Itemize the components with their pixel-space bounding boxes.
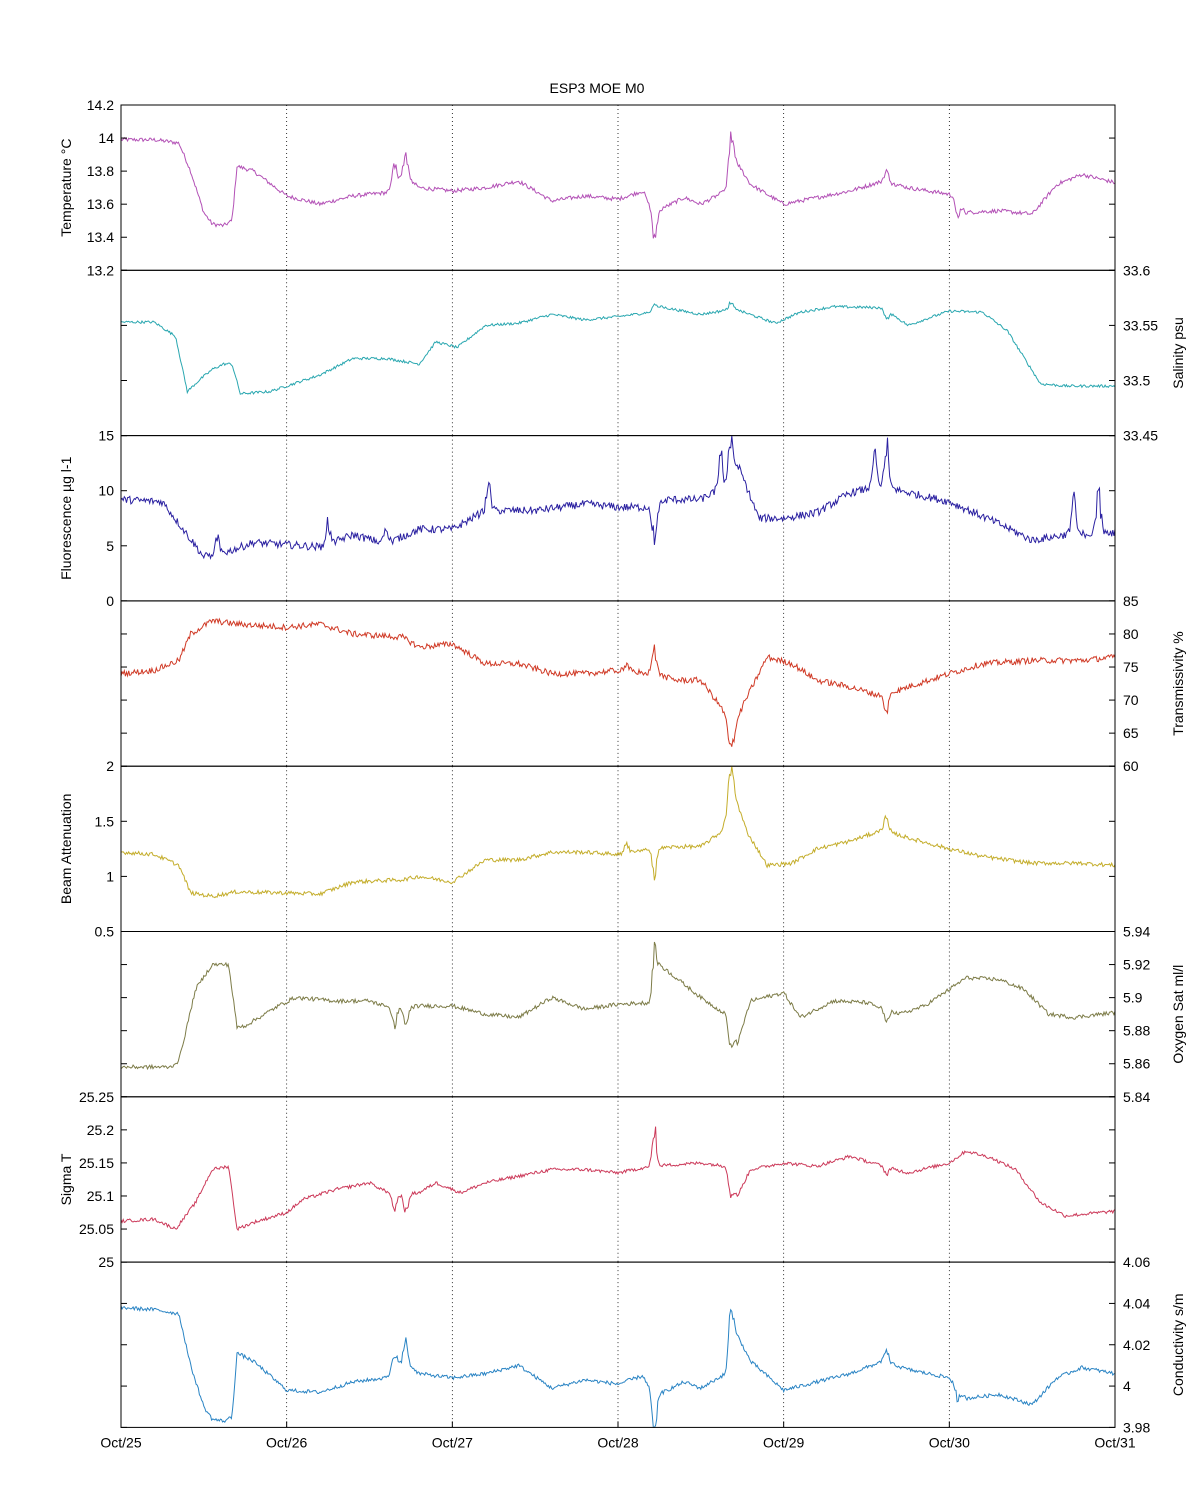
- panel-conductivity: 3.98 4 4.02 4.04 4.06 Conductivity s/m: [120, 1254, 1186, 1435]
- y-tick-label: 13.6: [87, 196, 114, 212]
- y-tick-label: 15: [98, 428, 114, 444]
- series-line-oxygen-sat: [120, 941, 1116, 1071]
- y-axis-title: Fluorescence µg l-1: [58, 456, 74, 579]
- series-line-sigma-t: [120, 1126, 1116, 1232]
- y-tick-label: 4.06: [1123, 1254, 1150, 1270]
- x-axis: Oct/25 Oct/26 Oct/27 Oct/28 Oct/29 Oct/30 Oct/…: [100, 1421, 1136, 1450]
- y-tick-label: 25.25: [79, 1089, 114, 1105]
- series-line-transmissivity: [120, 617, 1116, 747]
- y-tick-label: 75: [1123, 659, 1139, 675]
- y-tick-label: 5.9: [1123, 990, 1143, 1006]
- y-tick-label: 25: [98, 1254, 114, 1270]
- y-tick-label: 1.5: [95, 813, 115, 829]
- y-tick-label: 33.6: [1123, 262, 1150, 278]
- panel-transmissivity: 60 65 70 75 80 85 Transmissivity %: [120, 593, 1186, 774]
- y-tick-label: 25.2: [87, 1122, 114, 1138]
- x-tick-label: Oct/28: [597, 1434, 638, 1450]
- y-tick-label: 80: [1123, 626, 1139, 642]
- panel-oxygen-sat: 5.84 5.86 5.88 5.9 5.92 5.94 Oxygen Sat ml/l: [120, 924, 1186, 1105]
- x-tick-label: Oct/25: [100, 1434, 141, 1450]
- y-tick-label: 25.1: [87, 1188, 114, 1204]
- y-tick-label: 33.5: [1123, 373, 1150, 389]
- y-tick-label: 2: [106, 758, 114, 774]
- x-tick-label: Oct/27: [432, 1434, 473, 1450]
- panel-temperature: 13.2 13.4 13.6 13.8 14 14.2 Temperature °C: [58, 97, 1116, 278]
- y-tick-label: 70: [1123, 692, 1139, 708]
- y-tick-label: 33.55: [1123, 317, 1158, 333]
- y-tick-label: 5.94: [1123, 924, 1150, 940]
- series-line-beam-attenuation: [120, 766, 1116, 899]
- panel-salinity: 33.45 33.5 33.55 33.6 Salinity psu: [120, 262, 1186, 444]
- y-tick-label: 13.2: [87, 262, 114, 278]
- y-axis-title: Conductivity s/m: [1170, 1293, 1186, 1396]
- y-axis-title: Beam Attenuation: [58, 794, 74, 905]
- y-tick-label: 25.15: [79, 1155, 114, 1171]
- y-tick-label: 1: [106, 868, 114, 884]
- y-axis-title: Temperature °C: [58, 139, 74, 237]
- y-tick-label: 5.88: [1123, 1023, 1150, 1039]
- x-tick-label: Oct/26: [266, 1434, 307, 1450]
- y-tick-label: 5.92: [1123, 957, 1150, 973]
- y-tick-label: 4.02: [1123, 1337, 1150, 1353]
- x-tick-label: Oct/30: [929, 1434, 970, 1450]
- panel-fluorescence: 0 5 10 15 Fluorescence µg l-1: [58, 428, 1116, 609]
- y-tick-label: 33.45: [1123, 428, 1158, 444]
- y-tick-label: 4: [1123, 1378, 1131, 1394]
- y-axis-title: Sigma T: [58, 1153, 74, 1205]
- y-axis-title: Oxygen Sat ml/l: [1170, 965, 1186, 1064]
- y-tick-label: 10: [98, 483, 114, 499]
- series-line-conductivity: [120, 1305, 1116, 1428]
- panel-sigma-t: 25 25.05 25.1 25.15 25.2 25.25 Sigma T: [58, 1089, 1116, 1270]
- y-tick-label: 13.8: [87, 163, 114, 179]
- series-line-salinity: [120, 301, 1116, 395]
- y-tick-label: 5: [106, 538, 114, 554]
- panel-beam-attenuation: 0.5 1 1.5 2 Beam Attenuation: [58, 758, 1116, 940]
- x-tick-label: Oct/31: [1094, 1434, 1135, 1450]
- y-tick-label: 13.4: [87, 229, 114, 245]
- y-tick-label: 5.86: [1123, 1056, 1150, 1072]
- y-tick-label: 0: [106, 593, 114, 609]
- y-tick-label: 5.84: [1123, 1089, 1150, 1105]
- y-axis-title: Transmissivity %: [1170, 631, 1186, 736]
- y-tick-label: 14.2: [87, 97, 114, 113]
- y-tick-label: 0.5: [95, 924, 115, 940]
- y-tick-label: 14: [98, 130, 114, 146]
- y-tick-label: 25.05: [79, 1221, 114, 1237]
- series-line-fluorescence: [120, 435, 1116, 560]
- y-tick-label: 60: [1123, 758, 1139, 774]
- chart-title: ESP3 MOE M0: [550, 80, 645, 96]
- y-tick-label: 85: [1123, 593, 1139, 609]
- y-tick-label: 3.98: [1123, 1419, 1150, 1435]
- y-axis-title: Salinity psu: [1170, 317, 1186, 389]
- series-line-temperature: [120, 131, 1116, 239]
- x-tick-label: Oct/29: [763, 1434, 804, 1450]
- y-tick-label: 65: [1123, 725, 1139, 741]
- y-tick-label: 4.04: [1123, 1295, 1150, 1311]
